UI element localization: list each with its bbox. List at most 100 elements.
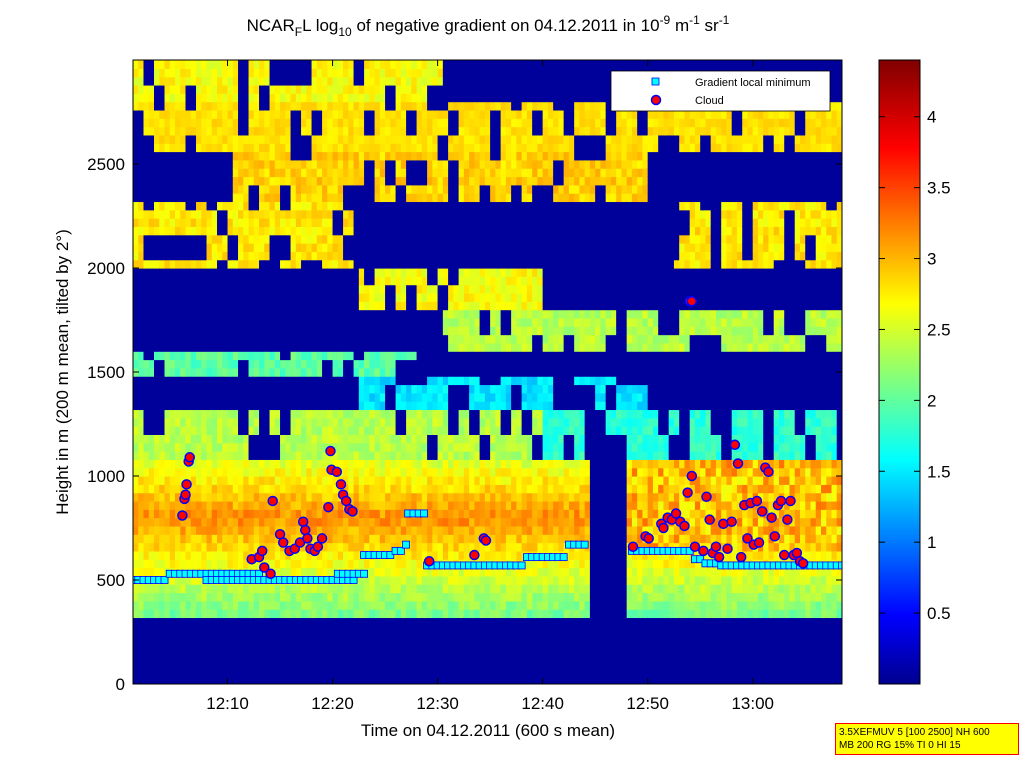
cloud-point <box>277 537 289 548</box>
cloud-point <box>775 495 787 507</box>
gradient-minimum-point <box>402 540 410 549</box>
gradient-minimum-point <box>160 576 169 584</box>
cloud-point <box>785 495 796 507</box>
gradient-minimum-point <box>396 546 405 555</box>
cloud-point <box>297 516 309 528</box>
gradient-minimum-point <box>420 509 428 518</box>
cloud-point <box>778 549 790 561</box>
cloud-point <box>686 470 698 482</box>
cloud-point <box>423 556 435 567</box>
colorbar-tick-label: 3 <box>927 250 936 269</box>
cloud-point <box>177 510 188 521</box>
chart-title: NCARFL log10 of negative gradient on 04.… <box>247 13 730 39</box>
cloud-point <box>469 549 480 561</box>
colorbar-tick-label: 3.5 <box>927 179 951 198</box>
heatmap-field <box>133 60 842 684</box>
cloud-point <box>753 537 765 548</box>
cloud-point <box>627 541 639 552</box>
gradient-minimum-point <box>360 569 368 578</box>
gradient-minimum-point <box>559 553 568 562</box>
colorbar-tick-label: 2 <box>927 391 936 410</box>
cloud-point <box>686 296 698 307</box>
cloud-point <box>300 524 311 536</box>
x-axis: 12:10 12:20 12:30 12:40 12:50 13:00 <box>206 60 774 713</box>
cloud-point <box>335 479 347 490</box>
colorbar-tick-label: 1 <box>927 533 936 552</box>
cloud-point <box>751 495 763 507</box>
colorbar: 0.5 1 1.5 2 2.5 3 3.5 4 <box>878 59 951 685</box>
cloud-point <box>722 543 733 555</box>
cloud-point <box>732 458 744 469</box>
cloud-point <box>480 535 492 546</box>
legend-minimum-label: Gradient local minimum <box>695 77 811 89</box>
colorbar-gradient <box>878 59 921 685</box>
cloud-point <box>643 533 654 544</box>
cloud-point <box>797 558 809 569</box>
y-tick-label: 1500 <box>87 363 125 382</box>
cloud-point <box>735 551 747 563</box>
cloud-point <box>331 466 343 478</box>
cloud-point <box>184 452 195 463</box>
cloud-point <box>267 495 278 507</box>
cloud-point <box>256 545 268 557</box>
cloud-point <box>742 533 753 544</box>
cloud-point <box>316 533 328 544</box>
cloud-point <box>323 501 334 513</box>
cloud-point <box>689 541 701 552</box>
cloud-point <box>701 491 712 503</box>
cloud-point <box>782 514 793 525</box>
gradient-minimum-point <box>838 561 842 570</box>
colorbar-tick-label: 2.5 <box>927 320 951 339</box>
gradient-minimum-point <box>517 561 526 570</box>
gradient-minimum-point <box>386 551 395 559</box>
settings-note: 3.5XEFMUV 5 [100 2500] NH 600 MB 200 RG … <box>835 723 1019 755</box>
cloud-point <box>729 439 741 451</box>
cloud-point <box>704 514 715 525</box>
cloud-point <box>698 545 709 557</box>
gradient-minimum-point <box>696 555 705 564</box>
legend-minimum-marker <box>651 77 660 86</box>
cloud-point <box>763 466 774 478</box>
cloud-point <box>181 479 192 490</box>
x-tick-label: 12:10 <box>206 694 249 713</box>
settings-note-line-1: 3.5XEFMUV 5 [100 2500] NH 600 <box>839 727 990 738</box>
legend: Gradient local minimum Cloud <box>610 70 831 112</box>
cloud-point <box>726 516 737 528</box>
cloud-point <box>713 551 725 563</box>
marker-layer <box>133 296 842 584</box>
legend-cloud-label: Cloud <box>695 95 724 107</box>
colorbar-tick-label: 4 <box>927 108 936 127</box>
cloud-point <box>265 568 276 580</box>
y-tick-label: 0 <box>116 675 125 694</box>
cloud-point <box>670 508 682 519</box>
x-tick-label: 12:50 <box>626 694 669 713</box>
cloud-point <box>682 487 693 498</box>
cloud-point <box>756 506 768 517</box>
legend-cloud-marker <box>650 94 662 106</box>
x-tick-label: 12:40 <box>521 694 564 713</box>
cloud-point <box>312 541 324 552</box>
cloud-point <box>325 445 336 457</box>
y-tick-label: 2500 <box>87 155 125 174</box>
gradient-minimum-point <box>580 540 589 549</box>
cloud-point <box>718 518 729 530</box>
cloud-point <box>180 489 191 500</box>
cloud-point <box>658 522 669 534</box>
cloud-point <box>302 533 313 544</box>
y-tick-label: 500 <box>97 571 125 590</box>
settings-note-line-2: MB 200 RG 15% TI 0 HI 15 <box>839 740 961 751</box>
x-tick-label: 13:00 <box>731 694 774 713</box>
colorbar-tick-label: 1.5 <box>927 462 951 481</box>
cloud-point <box>769 531 781 542</box>
x-tick-label: 12:20 <box>311 694 354 713</box>
y-tick-label: 2000 <box>87 259 125 278</box>
y-axis-label: Height in m (200 m mean, tilted by 2°) <box>53 229 72 515</box>
cloud-point <box>710 541 722 552</box>
y-axis: 0 500 1000 1500 2000 2500 <box>87 155 842 694</box>
cloud-point <box>679 520 690 532</box>
x-tick-label: 12:30 <box>416 694 459 713</box>
colorbar-ticks: 0.5 1 1.5 2 2.5 3 3.5 4 <box>879 108 951 623</box>
cloud-point <box>259 562 270 573</box>
x-axis-label: Time on 04.12.2011 (600 s mean) <box>361 721 615 740</box>
